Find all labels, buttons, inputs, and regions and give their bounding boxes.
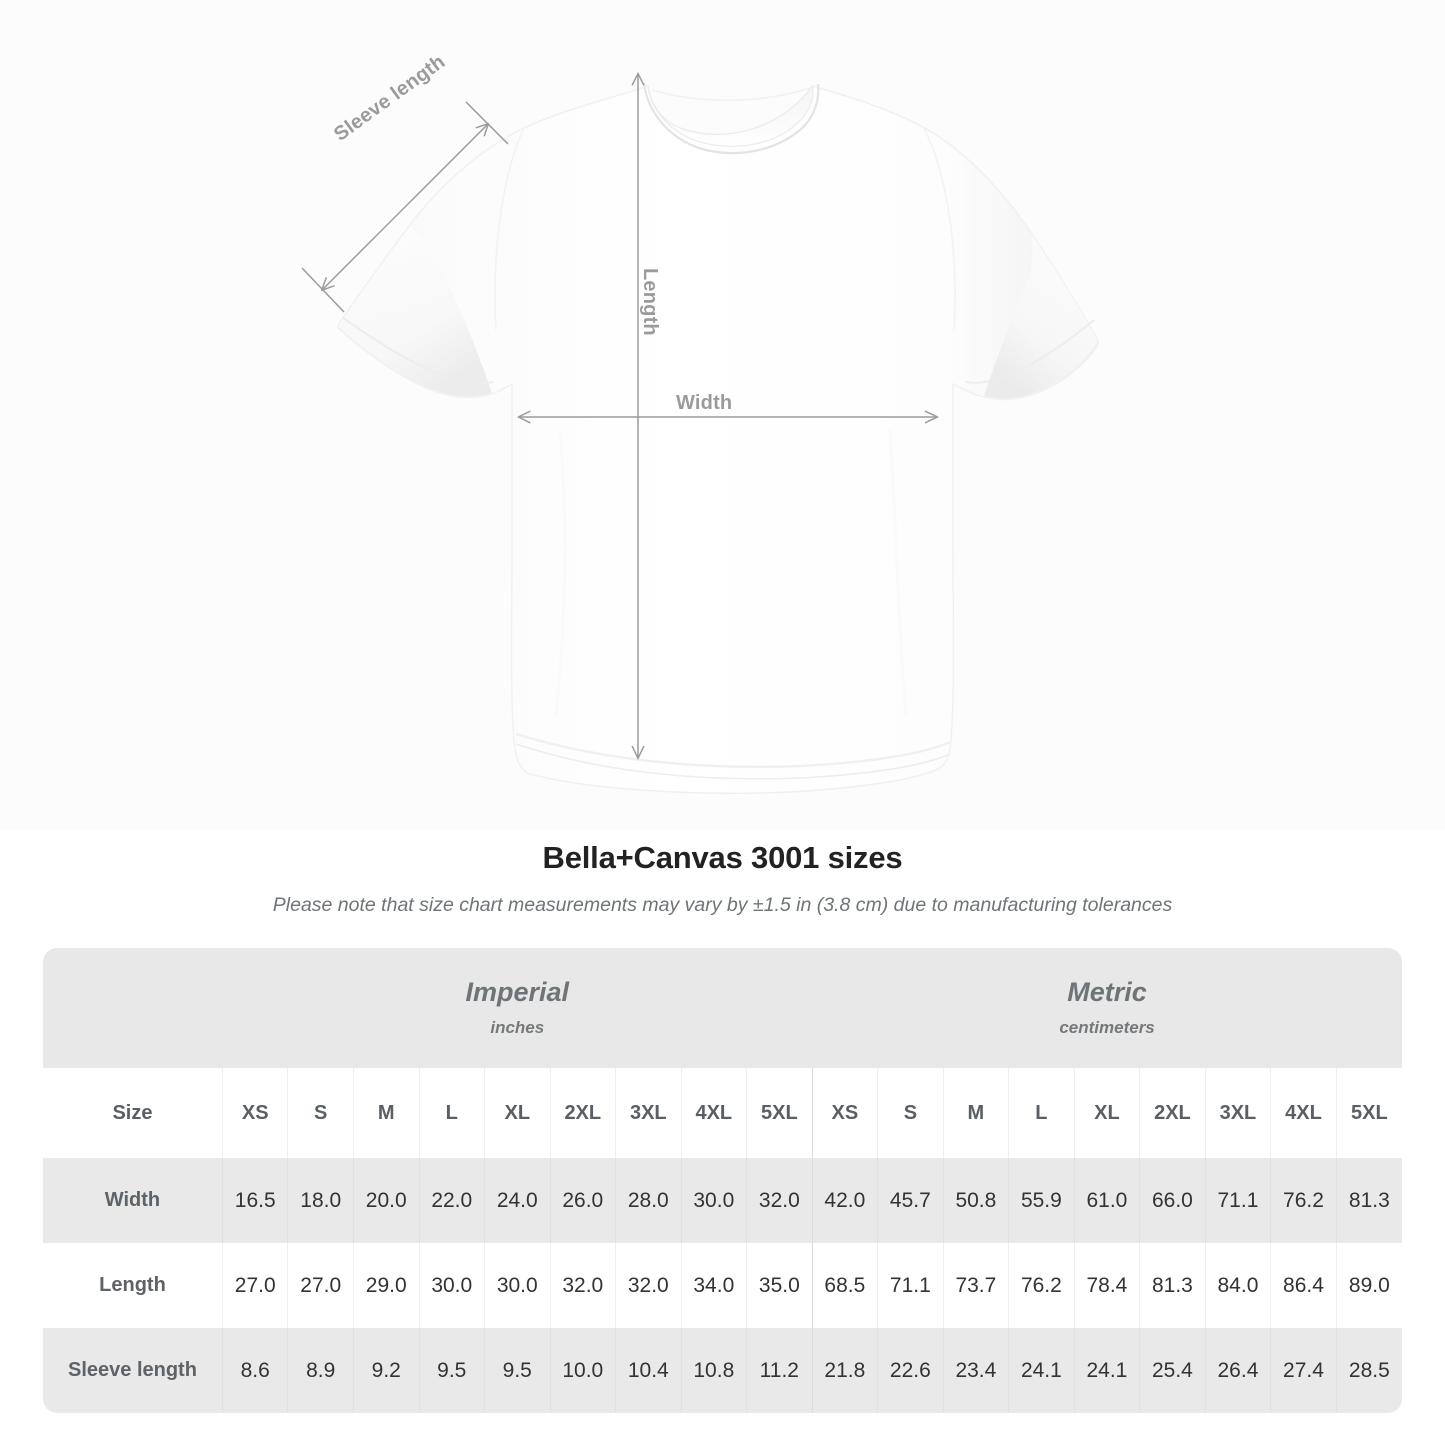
cell-length-imperial-m: 29.0 — [352, 1243, 419, 1328]
cell-width-metric-xl: 61.0 — [1073, 1158, 1140, 1243]
header-cell-metric-xl: XL — [1073, 1068, 1140, 1158]
cell-sleeve-metric-4xl: 27.4 — [1270, 1328, 1337, 1413]
header-cell-imperial-xl: XL — [484, 1068, 551, 1158]
row-label-sleeve-length: Sleeve length — [43, 1328, 223, 1413]
table-row-width: Width 16.5 18.0 20.0 22.0 24.0 26.0 28.0… — [43, 1158, 1402, 1243]
title-block: Bella+Canvas 3001 sizes Please note that… — [0, 838, 1445, 918]
cell-width-metric-5xl: 81.3 — [1335, 1158, 1402, 1243]
cell-length-imperial-2xl: 32.0 — [549, 1243, 616, 1328]
header-cell-imperial-4xl: 4XL — [680, 1068, 747, 1158]
header-cell-imperial-2xl: 2XL — [549, 1068, 616, 1158]
header-cell-metric-2xl: 2XL — [1139, 1068, 1206, 1158]
cell-sleeve-metric-5xl: 28.5 — [1335, 1328, 1402, 1413]
cell-width-imperial-xs: 16.5 — [221, 1158, 288, 1243]
metric-unit-label: centimeters — [1059, 1018, 1155, 1037]
metric-system-label: Metric — [1067, 977, 1147, 1007]
cell-sleeve-imperial-m: 9.2 — [352, 1328, 419, 1413]
cell-sleeve-metric-m: 23.4 — [942, 1328, 1009, 1413]
cell-width-imperial-l: 22.0 — [418, 1158, 485, 1243]
cell-sleeve-imperial-s: 8.9 — [287, 1328, 354, 1413]
cell-width-metric-s: 45.7 — [877, 1158, 944, 1243]
cell-sleeve-imperial-xs: 8.6 — [221, 1328, 288, 1413]
cell-width-imperial-s: 18.0 — [287, 1158, 354, 1243]
tolerance-note: Please note that size chart measurements… — [272, 894, 1173, 916]
cell-sleeve-metric-xs: 21.8 — [811, 1328, 878, 1413]
cell-width-imperial-5xl: 32.0 — [746, 1158, 813, 1243]
header-cell-imperial-xs: XS — [221, 1068, 288, 1158]
sleeve-length-dimension — [301, 101, 509, 313]
cell-width-imperial-2xl: 26.0 — [549, 1158, 616, 1243]
cell-length-metric-xs: 68.5 — [811, 1243, 878, 1328]
cell-length-imperial-4xl: 34.0 — [680, 1243, 747, 1328]
cell-sleeve-imperial-3xl: 10.4 — [615, 1328, 682, 1413]
cell-width-imperial-xl: 24.0 — [484, 1158, 551, 1243]
header-cell-metric-xs: XS — [811, 1068, 878, 1158]
cell-length-imperial-s: 27.0 — [287, 1243, 354, 1328]
cell-sleeve-imperial-2xl: 10.0 — [549, 1328, 616, 1413]
cell-sleeve-metric-3xl: 26.4 — [1204, 1328, 1271, 1413]
cell-length-metric-4xl: 86.4 — [1270, 1243, 1337, 1328]
cell-width-metric-3xl: 71.1 — [1204, 1158, 1271, 1243]
unit-band-imperial: Imperial inches — [222, 948, 813, 1068]
page-title: Bella+Canvas 3001 sizes — [542, 840, 903, 875]
tshirt-svg — [301, 0, 1099, 794]
cell-length-metric-m: 73.7 — [942, 1243, 1009, 1328]
cell-length-metric-3xl: 84.0 — [1204, 1243, 1271, 1328]
header-cell-imperial-m: M — [352, 1068, 419, 1158]
cell-length-imperial-l: 30.0 — [418, 1243, 485, 1328]
cell-sleeve-imperial-4xl: 10.8 — [680, 1328, 747, 1413]
header-cell-imperial-3xl: 3XL — [615, 1068, 682, 1158]
table-row-length: Length 27.0 27.0 29.0 30.0 30.0 32.0 32.… — [43, 1243, 1402, 1328]
header-cell-metric-m: M — [942, 1068, 1009, 1158]
cell-width-imperial-4xl: 30.0 — [680, 1158, 747, 1243]
cell-length-metric-xl: 78.4 — [1073, 1243, 1140, 1328]
header-cell-imperial-5xl: 5XL — [746, 1068, 813, 1158]
cell-width-imperial-3xl: 28.0 — [615, 1158, 682, 1243]
row-label-width: Width — [43, 1158, 223, 1243]
cell-sleeve-imperial-l: 9.5 — [418, 1328, 485, 1413]
header-cell-metric-l: L — [1008, 1068, 1075, 1158]
imperial-system-label: Imperial — [465, 977, 570, 1007]
tshirt-garment — [337, 82, 1099, 794]
cell-length-imperial-xs: 27.0 — [221, 1243, 288, 1328]
cell-width-metric-xs: 42.0 — [811, 1158, 878, 1243]
header-cell-imperial-l: L — [418, 1068, 485, 1158]
cell-sleeve-metric-xl: 24.1 — [1073, 1328, 1140, 1413]
table-row-sleeve-length: Sleeve length 8.6 8.9 9.2 9.5 9.5 10.0 1… — [43, 1328, 1402, 1413]
cell-length-imperial-3xl: 32.0 — [615, 1243, 682, 1328]
header-cell-metric-5xl: 5XL — [1335, 1068, 1402, 1158]
size-chart-table-wrapper: Imperial inches Metric centimeters Size … — [43, 948, 1402, 1413]
cell-length-metric-s: 71.1 — [877, 1243, 944, 1328]
tshirt-measurement-illustration: Sleeve length Length Width — [301, 0, 1099, 794]
cell-width-metric-m: 50.8 — [942, 1158, 1009, 1243]
header-cell-metric-3xl: 3XL — [1204, 1068, 1271, 1158]
cell-sleeve-imperial-5xl: 11.2 — [746, 1328, 813, 1413]
size-chart-table: Imperial inches Metric centimeters Size … — [43, 948, 1402, 1413]
unit-band-metric: Metric centimeters — [812, 948, 1402, 1068]
table-header-row: Size XS S M L XL 2XL 3XL 4XL 5XL XS S M … — [43, 1068, 1402, 1158]
cell-width-metric-4xl: 76.2 — [1270, 1158, 1337, 1243]
cell-sleeve-metric-l: 24.1 — [1008, 1328, 1075, 1413]
dimension-lines — [301, 74, 937, 758]
cell-length-imperial-5xl: 35.0 — [746, 1243, 813, 1328]
row-header-size-label: Size — [43, 1068, 223, 1158]
header-cell-metric-s: S — [877, 1068, 944, 1158]
cell-length-metric-5xl: 89.0 — [1335, 1243, 1402, 1328]
cell-length-metric-2xl: 81.3 — [1139, 1243, 1206, 1328]
cell-width-metric-2xl: 66.0 — [1139, 1158, 1206, 1243]
cell-sleeve-imperial-xl: 9.5 — [484, 1328, 551, 1413]
imperial-unit-label: inches — [490, 1018, 545, 1037]
unit-system-band: Imperial inches Metric centimeters — [43, 948, 1402, 1068]
header-cell-metric-4xl: 4XL — [1270, 1068, 1337, 1158]
cell-width-metric-l: 55.9 — [1008, 1158, 1075, 1243]
cell-sleeve-metric-2xl: 25.4 — [1139, 1328, 1206, 1413]
cell-length-imperial-xl: 30.0 — [484, 1243, 551, 1328]
row-label-length: Length — [43, 1243, 223, 1328]
cell-width-imperial-m: 20.0 — [352, 1158, 419, 1243]
unit-band-spacer — [43, 948, 223, 1068]
cell-length-metric-l: 76.2 — [1008, 1243, 1075, 1328]
cell-sleeve-metric-s: 22.6 — [877, 1328, 944, 1413]
header-cell-imperial-s: S — [287, 1068, 354, 1158]
